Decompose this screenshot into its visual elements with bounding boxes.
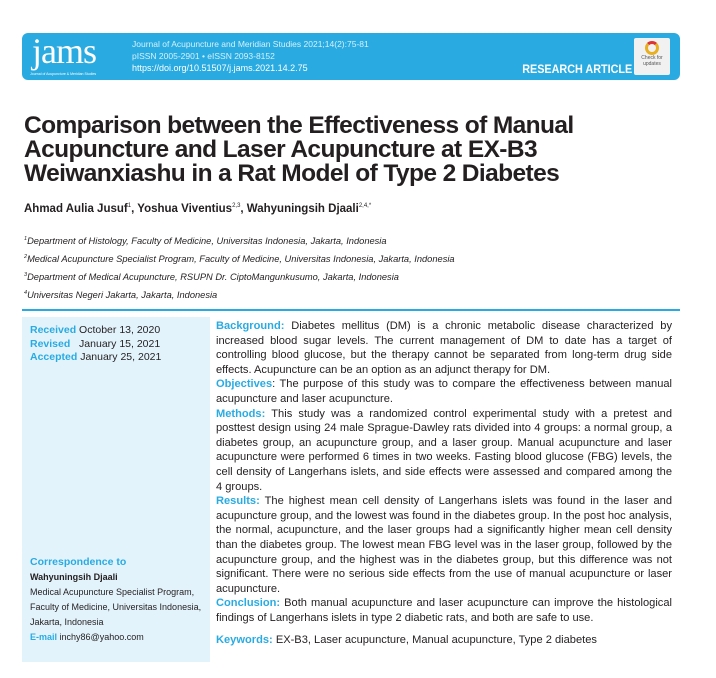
author-list: Ahmad Aulia Jusuf1, Yoshua Viventius2,3,…: [24, 203, 372, 215]
abstract-results: Results: The highest mean cell density o…: [216, 495, 672, 595]
article-title: Comparison between the Effectiveness of …: [24, 112, 574, 187]
check-for-updates-button[interactable]: Check for updates: [634, 38, 670, 75]
abstract-column: Background: Diabetes mellitus (DM) is a …: [216, 319, 672, 648]
affiliation: 4Universitas Negeri Jakarta, Jakarta, In…: [24, 290, 218, 301]
abstract-objectives: Objectives: The purpose of this study wa…: [216, 378, 672, 405]
author-sup: 1: [127, 203, 132, 210]
correspondence-heading: Correspondence to: [30, 556, 127, 568]
author: Yoshua Viventius: [137, 203, 233, 215]
issn: pISSN 2005-2901 • eISSN 2093-8152: [132, 51, 275, 61]
affiliation: 2Medical Acupuncture Specialist Program,…: [24, 254, 455, 265]
author-sup: 2,3: [232, 203, 241, 210]
logo-subtitle: Journal of Acupuncture & Meridian Studie…: [30, 72, 97, 76]
date-revised: Revised January 15, 2021: [30, 337, 161, 350]
correspondence-address: Medical Acupuncture Specialist Program, …: [30, 587, 202, 627]
abstract-methods: Methods: This study was a randomized con…: [216, 407, 673, 493]
journal-info: Journal of Acupuncture and Meridian Stud…: [132, 38, 369, 74]
keywords: Keywords: EX-B3, Laser acupuncture, Manu…: [216, 634, 597, 647]
author: Ahmad Aulia Jusuf: [24, 203, 128, 215]
jams-logo: jams: [32, 31, 97, 71]
journal-banner: jams Journal of Acupuncture & Meridian S…: [22, 33, 680, 80]
email-link[interactable]: inchy86@yahoo.com: [59, 632, 144, 642]
divider: [22, 309, 680, 311]
affiliation: 1Department of Histology, Faculty of Med…: [24, 236, 387, 247]
article-type: RESEARCH ARTICLE: [521, 62, 632, 76]
check-updates-label: Check for updates: [641, 55, 663, 67]
abstract-background: Background: Diabetes mellitus (DM) is a …: [216, 320, 672, 376]
dates: Received October 13, 2020 Revised Januar…: [30, 324, 202, 365]
affiliations: 1Department of Histology, Faculty of Med…: [24, 231, 455, 303]
date-received: Received October 13, 2020: [30, 324, 161, 336]
journal-citation: Journal of Acupuncture and Meridian Stud…: [132, 39, 369, 49]
bookmark-icon: [645, 41, 659, 55]
affiliation: 3Department of Medical Acupuncture, RSUP…: [24, 272, 399, 283]
article-info-sidebar: Received October 13, 2020 Revised Januar…: [22, 317, 210, 662]
abstract-conclusion: Conclusion: Both manual acupuncture and …: [216, 597, 672, 624]
doi-link[interactable]: https://doi.org/10.51507/j.jams.2021.14.…: [132, 63, 308, 73]
date-accepted: Accepted January 25, 2021: [30, 351, 162, 363]
correspondence: Correspondence to Wahyuningsih Djaali Me…: [30, 555, 205, 645]
correspondence-email: E-mail inchy86@yahoo.com: [30, 632, 144, 642]
correspondence-name: Wahyuningsih Djaali: [30, 572, 118, 582]
abstract: Background: Diabetes mellitus (DM) is a …: [216, 319, 672, 625]
author-sup: 2,4,*: [358, 203, 372, 210]
author: Wahyuningsih Djaali: [246, 203, 359, 215]
